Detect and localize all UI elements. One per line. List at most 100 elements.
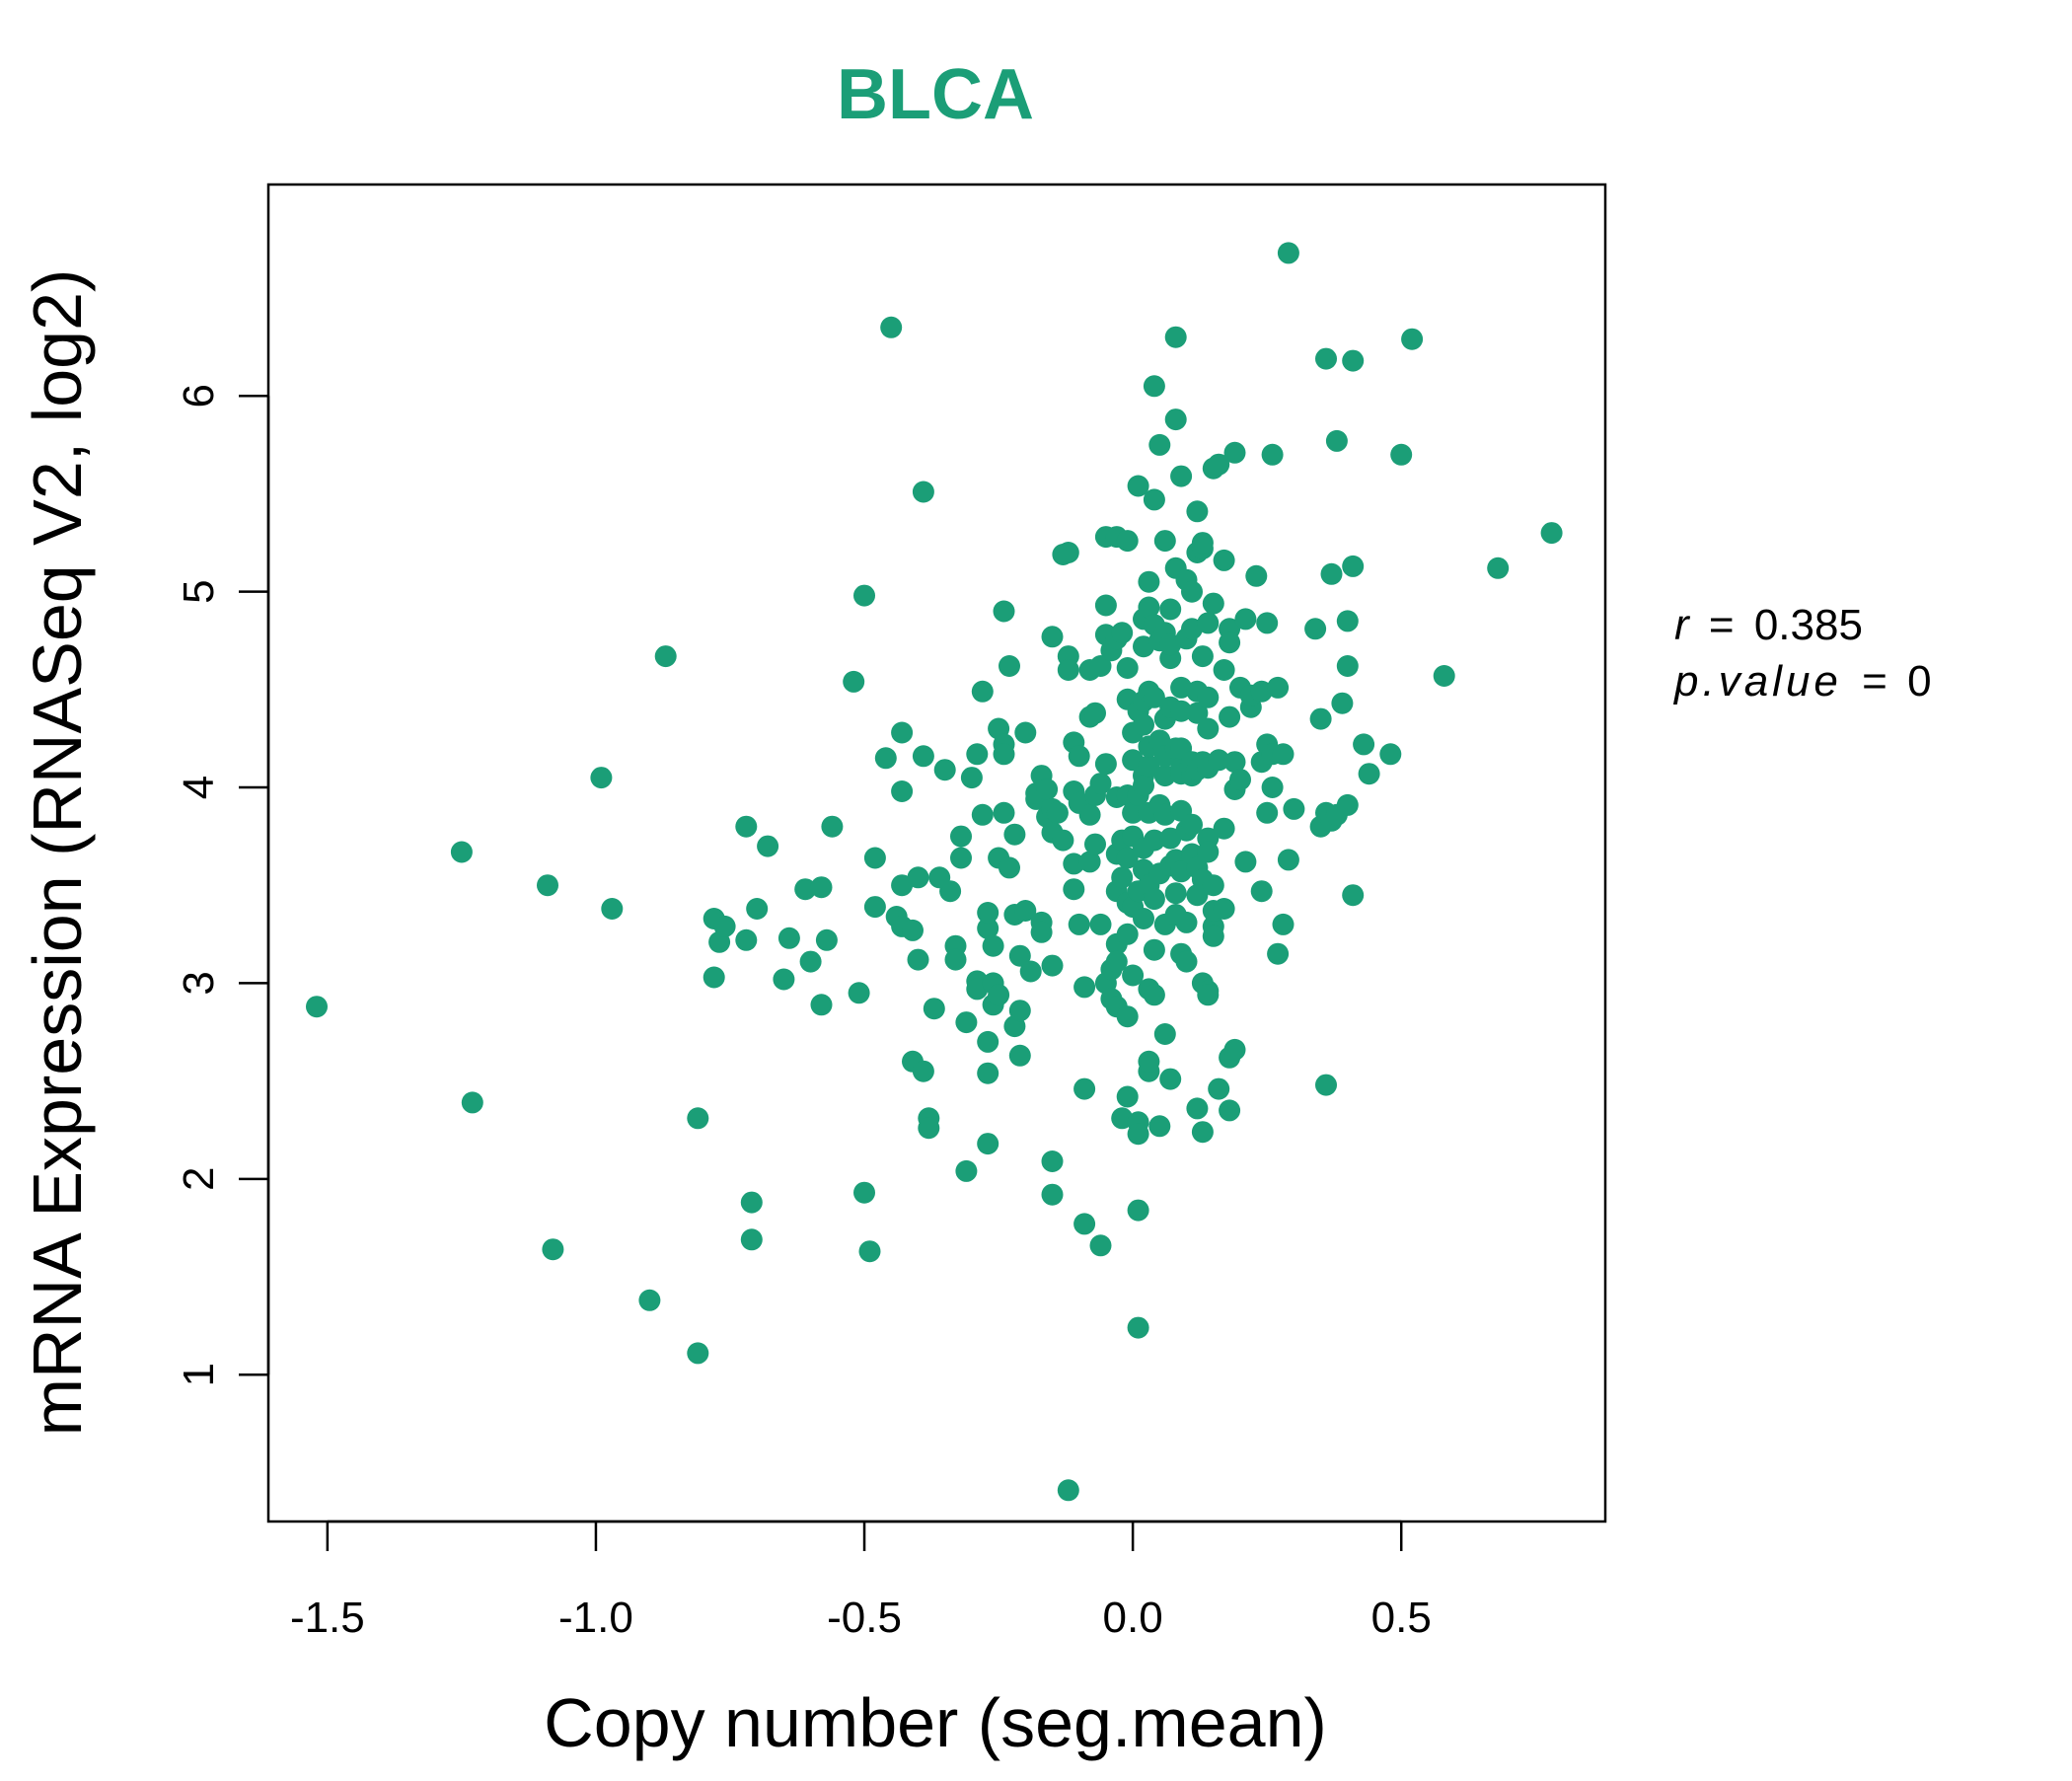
data-point <box>1213 659 1235 681</box>
data-point <box>1219 1099 1241 1122</box>
data-point <box>1433 665 1455 687</box>
data-point <box>1336 655 1359 677</box>
data-point <box>1250 680 1273 703</box>
x-tick-label: -1.0 <box>558 1594 633 1642</box>
data-point <box>794 878 817 901</box>
data-point <box>880 316 903 338</box>
data-point <box>971 803 994 826</box>
data-point <box>1133 775 1154 797</box>
data-point <box>1234 851 1257 873</box>
x-tick-label: 0.5 <box>1371 1594 1432 1642</box>
data-point <box>982 934 1004 957</box>
data-point <box>1223 751 1246 774</box>
data-point <box>713 915 736 937</box>
data-point <box>1223 1038 1246 1061</box>
data-point <box>1213 898 1235 920</box>
data-point <box>810 994 833 1016</box>
data-point <box>1309 707 1332 730</box>
x-tick-label: -0.5 <box>827 1594 902 1642</box>
data-point <box>1073 1213 1096 1235</box>
data-point <box>1197 984 1220 1006</box>
data-point <box>977 1133 999 1155</box>
data-point <box>1256 801 1279 824</box>
data-point <box>1164 326 1187 348</box>
data-point <box>1143 984 1165 1006</box>
data-point <box>537 874 558 897</box>
data-point <box>590 767 613 789</box>
data-point <box>988 984 1010 1006</box>
data-point <box>1036 779 1059 800</box>
p-value: 0 <box>1907 657 1931 705</box>
data-point <box>977 1030 999 1053</box>
data-point <box>977 917 999 939</box>
data-point <box>1094 753 1117 776</box>
data-point <box>1164 882 1187 905</box>
data-point <box>735 928 758 951</box>
data-point <box>912 1060 934 1082</box>
data-point <box>858 1240 881 1263</box>
data-point <box>1046 801 1069 824</box>
data-point <box>1277 849 1299 871</box>
data-point <box>1127 1199 1149 1222</box>
y-axis-title: mRNA Expression (RNASeq V2, log2) <box>19 269 96 1437</box>
data-point <box>1041 954 1064 977</box>
data-point <box>993 801 1015 824</box>
data-point <box>1175 911 1198 933</box>
data-point <box>1116 1085 1139 1108</box>
data-point <box>1094 594 1117 617</box>
data-point <box>1342 884 1365 907</box>
data-point <box>1153 765 1176 787</box>
data-point <box>999 856 1020 879</box>
data-point <box>848 982 870 1004</box>
data-point <box>1342 555 1365 577</box>
x-tick-label: 0.0 <box>1103 1594 1163 1642</box>
data-point <box>1089 1234 1112 1257</box>
data-point <box>1041 626 1064 648</box>
data-point <box>450 841 473 863</box>
data-point <box>912 481 934 503</box>
data-point <box>1219 705 1241 728</box>
data-point <box>955 1011 978 1034</box>
data-point <box>1008 944 1031 967</box>
data-point <box>971 680 994 703</box>
data-point <box>993 600 1015 623</box>
data-point <box>933 759 956 781</box>
data-point <box>891 874 914 897</box>
data-point <box>1401 328 1424 350</box>
data-point <box>1089 655 1112 677</box>
data-point <box>907 948 929 971</box>
data-point <box>1159 598 1182 621</box>
data-point <box>1213 817 1235 840</box>
data-point <box>1138 596 1160 619</box>
data-point <box>1170 700 1193 722</box>
data-point <box>1331 692 1354 714</box>
data-point <box>1127 1123 1149 1146</box>
data-point <box>950 847 972 869</box>
data-point <box>638 1289 661 1311</box>
data-point <box>1078 803 1101 826</box>
data-point <box>746 898 769 920</box>
data-point <box>1353 733 1375 756</box>
data-point <box>1068 913 1090 935</box>
data-point <box>1105 950 1128 973</box>
x-tick-label: -1.5 <box>290 1594 365 1642</box>
data-point <box>999 655 1020 677</box>
data-point <box>955 1159 978 1182</box>
data-point <box>1014 721 1037 744</box>
data-point <box>1261 443 1284 466</box>
data-point <box>977 902 999 924</box>
data-point <box>306 996 328 1018</box>
data-point <box>654 645 677 668</box>
data-point <box>1315 347 1337 370</box>
data-point <box>843 670 865 693</box>
data-point <box>977 1062 999 1084</box>
data-point <box>703 966 725 989</box>
data-point <box>1191 1121 1214 1144</box>
data-point <box>1208 749 1230 772</box>
data-point <box>740 1191 763 1214</box>
data-point <box>863 847 886 869</box>
data-point <box>1143 375 1165 398</box>
data-point <box>1138 570 1160 593</box>
r-equals: = <box>1709 601 1735 649</box>
